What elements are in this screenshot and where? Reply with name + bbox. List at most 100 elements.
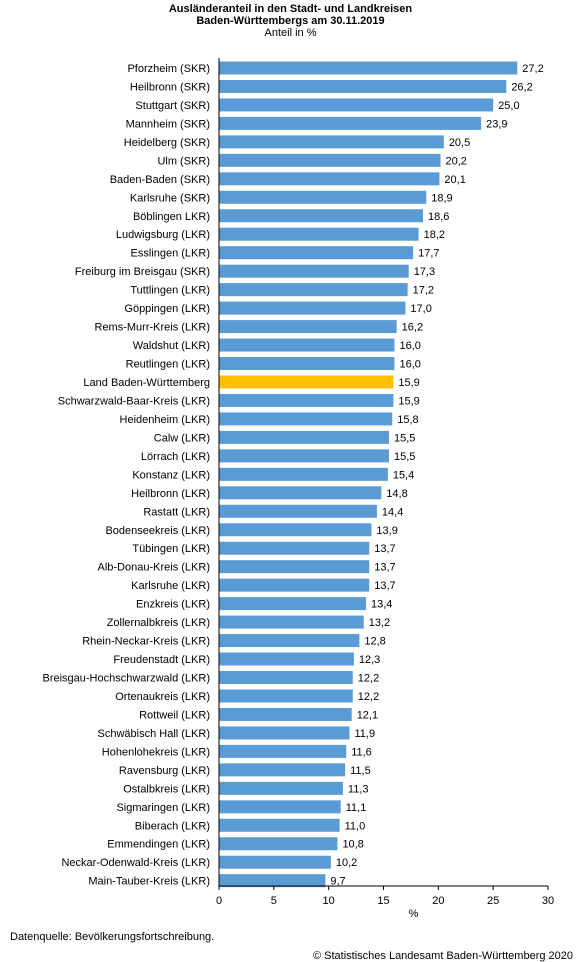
value-label: 12,1 — [357, 709, 378, 721]
bar — [219, 301, 406, 315]
category-label: Tuttlingen (LKR) — [130, 285, 210, 297]
category-label: Tübingen (LKR) — [132, 543, 210, 555]
category-label: Waldshut (LKR) — [133, 340, 210, 352]
value-label: 15,9 — [398, 377, 419, 389]
value-label: 18,6 — [428, 211, 449, 223]
value-label: 10,8 — [342, 839, 363, 851]
value-label: 15,8 — [397, 414, 418, 426]
value-label: 17,3 — [414, 266, 435, 278]
category-label: Konstanz (LKR) — [132, 469, 210, 481]
value-label: 16,0 — [399, 359, 420, 371]
bar — [219, 855, 331, 869]
category-label: Göppingen (LKR) — [124, 303, 210, 315]
bar — [219, 726, 350, 740]
value-label: 18,2 — [424, 229, 445, 241]
value-label: 15,9 — [398, 395, 419, 407]
value-label: 9,7 — [330, 876, 345, 888]
copyright-note: © Statistisches Landesamt Baden-Württemb… — [312, 950, 573, 962]
value-label: 15,4 — [393, 469, 414, 481]
category-label: Schwäbisch Hall (LKR) — [98, 728, 210, 740]
bar — [219, 652, 354, 666]
value-label: 14,8 — [386, 488, 407, 500]
bar — [219, 209, 423, 223]
category-label: Rastatt (LKR) — [143, 506, 210, 518]
chart-title-line-1: Ausländeranteil in den Stadt- und Landkr… — [168, 3, 413, 15]
bar — [219, 227, 419, 241]
category-label: Neckar-Odenwald-Kreis (LKR) — [61, 857, 210, 869]
value-label: 12,3 — [359, 654, 380, 666]
value-label: 13,4 — [371, 599, 392, 611]
bar — [219, 818, 340, 832]
bar — [219, 393, 394, 407]
category-label: Ostalbkreis (LKR) — [123, 783, 210, 795]
bar — [219, 153, 441, 167]
value-label: 11,9 — [355, 728, 376, 740]
bar — [219, 264, 409, 278]
category-label: Land Baden-Württemberg — [83, 377, 210, 389]
value-label: 11,3 — [348, 783, 369, 795]
bar — [219, 357, 395, 371]
bar — [219, 338, 395, 352]
bars-layer: Pforzheim (SKR) 27,2 Heilbronn (SKR) 26,2 St… — [42, 61, 544, 888]
value-label: 13,2 — [369, 617, 390, 629]
chart-title-line-2: Baden-Württembergs am 30.11.2019 — [196, 15, 385, 27]
bar — [219, 689, 353, 703]
bar — [219, 744, 347, 758]
category-label: Main-Tauber-Kreis (LKR) — [88, 876, 210, 888]
category-label: Rottweil (LKR) — [139, 709, 210, 721]
category-label: Emmendingen (LKR) — [107, 839, 210, 851]
bar — [219, 707, 352, 721]
bar-chart: Pforzheim (SKR) 27,2 Heilbronn (SKR) 26,2 St… — [42, 58, 554, 920]
value-label: 26,2 — [511, 81, 532, 93]
bar — [219, 597, 366, 611]
category-label: Sigmaringen (LKR) — [116, 802, 210, 814]
category-label: Ulm (SKR) — [157, 155, 210, 167]
bar — [219, 283, 408, 297]
bar — [219, 79, 507, 93]
bar — [219, 98, 494, 112]
value-label: 11,0 — [345, 820, 366, 832]
category-label: Bodenseekreis (LKR) — [105, 525, 210, 537]
category-label: Karlsruhe (LKR) — [131, 580, 210, 592]
bar — [219, 320, 397, 334]
bar — [219, 800, 341, 814]
category-label: Ludwigsburg (LKR) — [116, 229, 210, 241]
value-label: 27,2 — [522, 63, 543, 75]
value-label: 11,1 — [346, 802, 367, 814]
value-label: 14,4 — [382, 506, 403, 518]
bar — [219, 246, 414, 260]
category-label: Rhein-Neckar-Kreis (LKR) — [82, 636, 210, 648]
value-label: 13,7 — [374, 543, 395, 555]
bar — [219, 615, 364, 629]
chart-title-block: Ausländeranteil in den Stadt- und Landkr… — [0, 3, 581, 40]
value-label: 13,9 — [376, 525, 397, 537]
bar — [219, 874, 326, 888]
category-label: Zollernalbkreis (LKR) — [107, 617, 210, 629]
x-tick-label: 20 — [432, 895, 444, 907]
source-note: Datenquelle: Bevölkerungsfortschreibung. — [10, 931, 215, 943]
category-label: Heilbronn (SKR) — [130, 81, 210, 93]
category-label: Heidelberg (SKR) — [124, 137, 210, 149]
value-label: 12,2 — [358, 673, 379, 685]
bar — [219, 61, 518, 75]
category-label: Enzkreis (LKR) — [136, 599, 210, 611]
category-label: Schwarzwald-Baar-Kreis (LKR) — [58, 395, 210, 407]
value-label: 13,7 — [374, 580, 395, 592]
category-label: Reutlingen (LKR) — [126, 359, 210, 371]
category-label: Lörrach (LKR) — [141, 451, 210, 463]
category-label: Freudenstadt (LKR) — [113, 654, 210, 666]
x-axis: 0 5 10 15 20 25 30 — [216, 58, 554, 907]
category-label: Breisgau-Hochschwarzwald (LKR) — [42, 673, 210, 685]
bar — [219, 523, 372, 537]
bar — [219, 781, 343, 795]
value-label: 20,2 — [446, 155, 467, 167]
bar — [219, 135, 444, 149]
bar — [219, 430, 389, 444]
bar — [219, 467, 388, 481]
value-label: 17,7 — [418, 248, 439, 260]
highlight-bar — [219, 375, 394, 389]
x-tick-label: 5 — [271, 895, 277, 907]
category-label: Esslingen (LKR) — [131, 248, 210, 260]
category-label: Freiburg im Breisgau (SKR) — [75, 266, 210, 278]
category-label: Ortenaukreis (LKR) — [115, 691, 210, 703]
